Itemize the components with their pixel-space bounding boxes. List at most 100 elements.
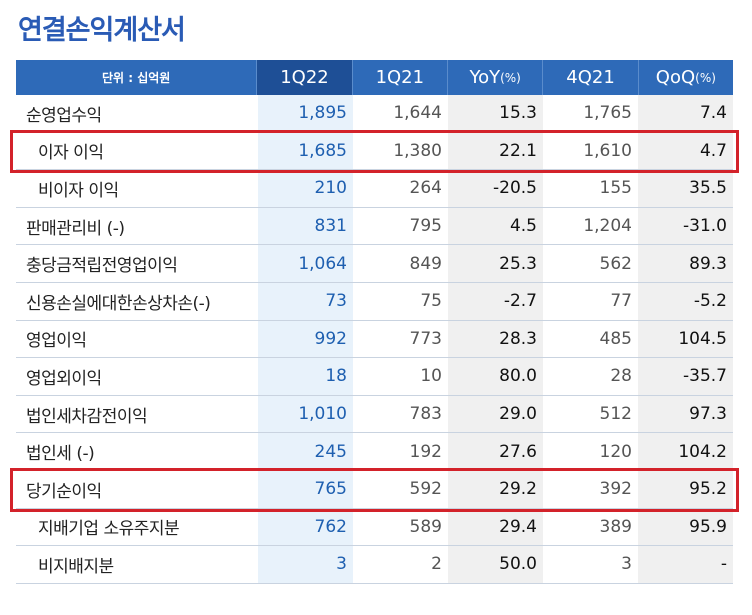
table-header: 단위 : 십억원 1Q22 1Q21 YoY (%) 4Q21 QoQ (%): [16, 60, 733, 95]
table-cell: 22.1: [448, 132, 543, 170]
table-cell: 1,895: [258, 95, 353, 132]
table-row: 비지배지분 3 2 50.0 3-: [16, 546, 733, 584]
table-row: 지배기업 소유주지분 762 589 29.4 389 95.9: [16, 508, 733, 547]
table-cell: 28.3: [448, 320, 543, 358]
row-label: 판매관리비 (-): [26, 218, 125, 239]
table-cell: 512: [599, 404, 632, 425]
table-row: 이자 이익 1,685 1,380 22.1 1,610 4.7: [16, 132, 733, 171]
table-cell: 155: [599, 178, 632, 199]
table-cell: 3: [621, 554, 632, 575]
table-body: 순영업수익 1,895 1,644 15.3 1,765 7.4 이자 이익 1,685 1,3…: [16, 95, 733, 584]
table-row: 순영업수익 1,895 1,644 15.3 1,765 7.4: [16, 95, 733, 133]
table-cell: -20.5: [448, 170, 543, 207]
table-cell: 77: [610, 291, 632, 312]
table-cell: 80.0: [448, 358, 543, 395]
table-row: 판매관리비 (-) 831 795 4.5 1,204 -31.0: [16, 207, 733, 246]
row-label: 법인세 (-): [26, 444, 95, 465]
column-header-4q21: 4Q21: [542, 60, 637, 95]
table-cell: 2: [431, 554, 442, 575]
table-cell: 589: [409, 516, 442, 537]
row-label: 영업외이익: [26, 368, 102, 389]
table-row: 영업외이익 18 10 80.0 28 -35.7: [16, 358, 733, 396]
row-label: 비지배지분: [38, 556, 114, 577]
table-row: 법인세 (-) 245 192 27.6 120 104.2: [16, 433, 733, 471]
table-cell: 795: [409, 216, 442, 237]
table-cell: 29.4: [448, 508, 543, 546]
table-cell: 1,064: [258, 245, 353, 282]
table-cell: 773: [409, 328, 442, 349]
table-cell: 35.5: [638, 170, 733, 207]
table-cell: 4.7: [638, 132, 733, 170]
table-cell: -2.7: [448, 282, 543, 320]
table-cell: 104.5: [638, 320, 733, 358]
unit-label: 단위 : 십억원: [101, 71, 171, 85]
table-cell: 1,644: [393, 103, 442, 124]
table-cell: 73: [258, 282, 353, 320]
table-cell: 97.3: [638, 395, 733, 433]
row-label: 영업이익: [26, 331, 87, 352]
table-cell: -35.7: [638, 358, 733, 395]
table-cell: 389: [599, 516, 632, 537]
table-row: 충당금적립전영업이익 1,064 849 25.3 562 89.3: [16, 245, 733, 283]
table-cell: 264: [409, 178, 442, 199]
table-cell: 210: [258, 170, 353, 207]
table-cell: 762: [258, 508, 353, 546]
row-label: 신용손실에대한손상차손(-): [26, 293, 211, 314]
table-cell: 992: [258, 320, 353, 358]
table-cell: 1,010: [258, 395, 353, 433]
table-cell: 7.4: [638, 95, 733, 132]
row-label: 비이자 이익: [38, 180, 119, 201]
table-cell: 104.2: [638, 433, 733, 470]
table-cell: 1,204: [583, 216, 632, 237]
table-cell: 562: [599, 253, 632, 274]
column-header-1q22: 1Q22: [256, 60, 352, 95]
row-label: 이자 이익: [38, 143, 104, 164]
table-cell: 89.3: [638, 245, 733, 282]
table-row: 법인세차감전이익 1,010 783 29.0 512 97.3: [16, 395, 733, 434]
column-header-1q21: 1Q21: [351, 60, 447, 95]
table-cell: 18: [258, 358, 353, 395]
table-cell: 25.3: [448, 245, 543, 282]
table-cell: 29.0: [448, 395, 543, 433]
table-cell: 849: [409, 253, 442, 274]
table-cell: 28: [610, 366, 632, 387]
row-label: 순영업수익: [26, 105, 102, 126]
row-label: 충당금적립전영업이익: [26, 256, 178, 277]
table-cell: 27.6: [448, 433, 543, 470]
table-cell: 783: [409, 404, 442, 425]
table-cell: 29.2: [448, 470, 543, 508]
table-cell: 1,610: [583, 140, 632, 161]
highlight-box: [10, 468, 739, 512]
table-cell: 765: [258, 470, 353, 508]
table-cell: 392: [599, 479, 632, 500]
page-title: 연결손익계산서: [18, 15, 186, 46]
table-cell: -5.2: [638, 282, 733, 320]
column-header-yoy: YoY (%): [447, 60, 542, 95]
table-cell: 192: [409, 441, 442, 462]
table-cell: 4.5: [448, 207, 543, 245]
table-cell: 75: [420, 291, 442, 312]
table-cell: 245: [258, 433, 353, 470]
table-cell: 95.9: [638, 508, 733, 546]
table-cell: 1,380: [393, 140, 442, 161]
table-cell: 1,685: [258, 132, 353, 170]
table-row: 당기순이익 765 592 29.2 392 95.2: [16, 470, 733, 509]
table-cell: 1,765: [583, 103, 632, 124]
table-cell: 95.2: [638, 470, 733, 508]
row-label: 당기순이익: [26, 481, 102, 502]
table-cell: -: [638, 546, 733, 583]
table-cell: 592: [409, 479, 442, 500]
table-cell: 10: [420, 366, 442, 387]
table-cell: 50.0: [448, 546, 543, 583]
table-row: 영업이익 992 773 28.3 485 104.5: [16, 320, 733, 359]
table-cell: -31.0: [638, 207, 733, 245]
row-label: 법인세차감전이익: [26, 406, 148, 427]
table-row: 비이자 이익 210 264 -20.5 155 35.5: [16, 170, 733, 208]
row-label: 지배기업 소유주지분: [38, 519, 180, 540]
table-cell: 485: [599, 328, 632, 349]
table-cell: 15.3: [448, 95, 543, 132]
table-cell: 3: [258, 546, 353, 583]
highlight-box: [10, 129, 739, 174]
column-header-qoq: QoQ (%): [637, 60, 733, 95]
table-cell: 831: [258, 207, 353, 245]
